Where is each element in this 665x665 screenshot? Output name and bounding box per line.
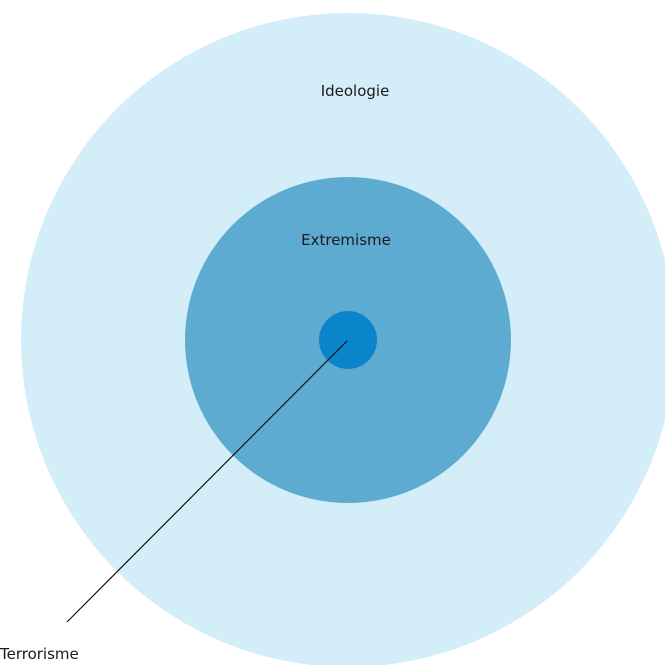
pointer-line (66, 340, 348, 623)
terrorism-label: Terrorisme (0, 645, 79, 663)
extremism-label: Extremisme (301, 231, 391, 249)
ideology-label: Ideologie (321, 82, 390, 100)
